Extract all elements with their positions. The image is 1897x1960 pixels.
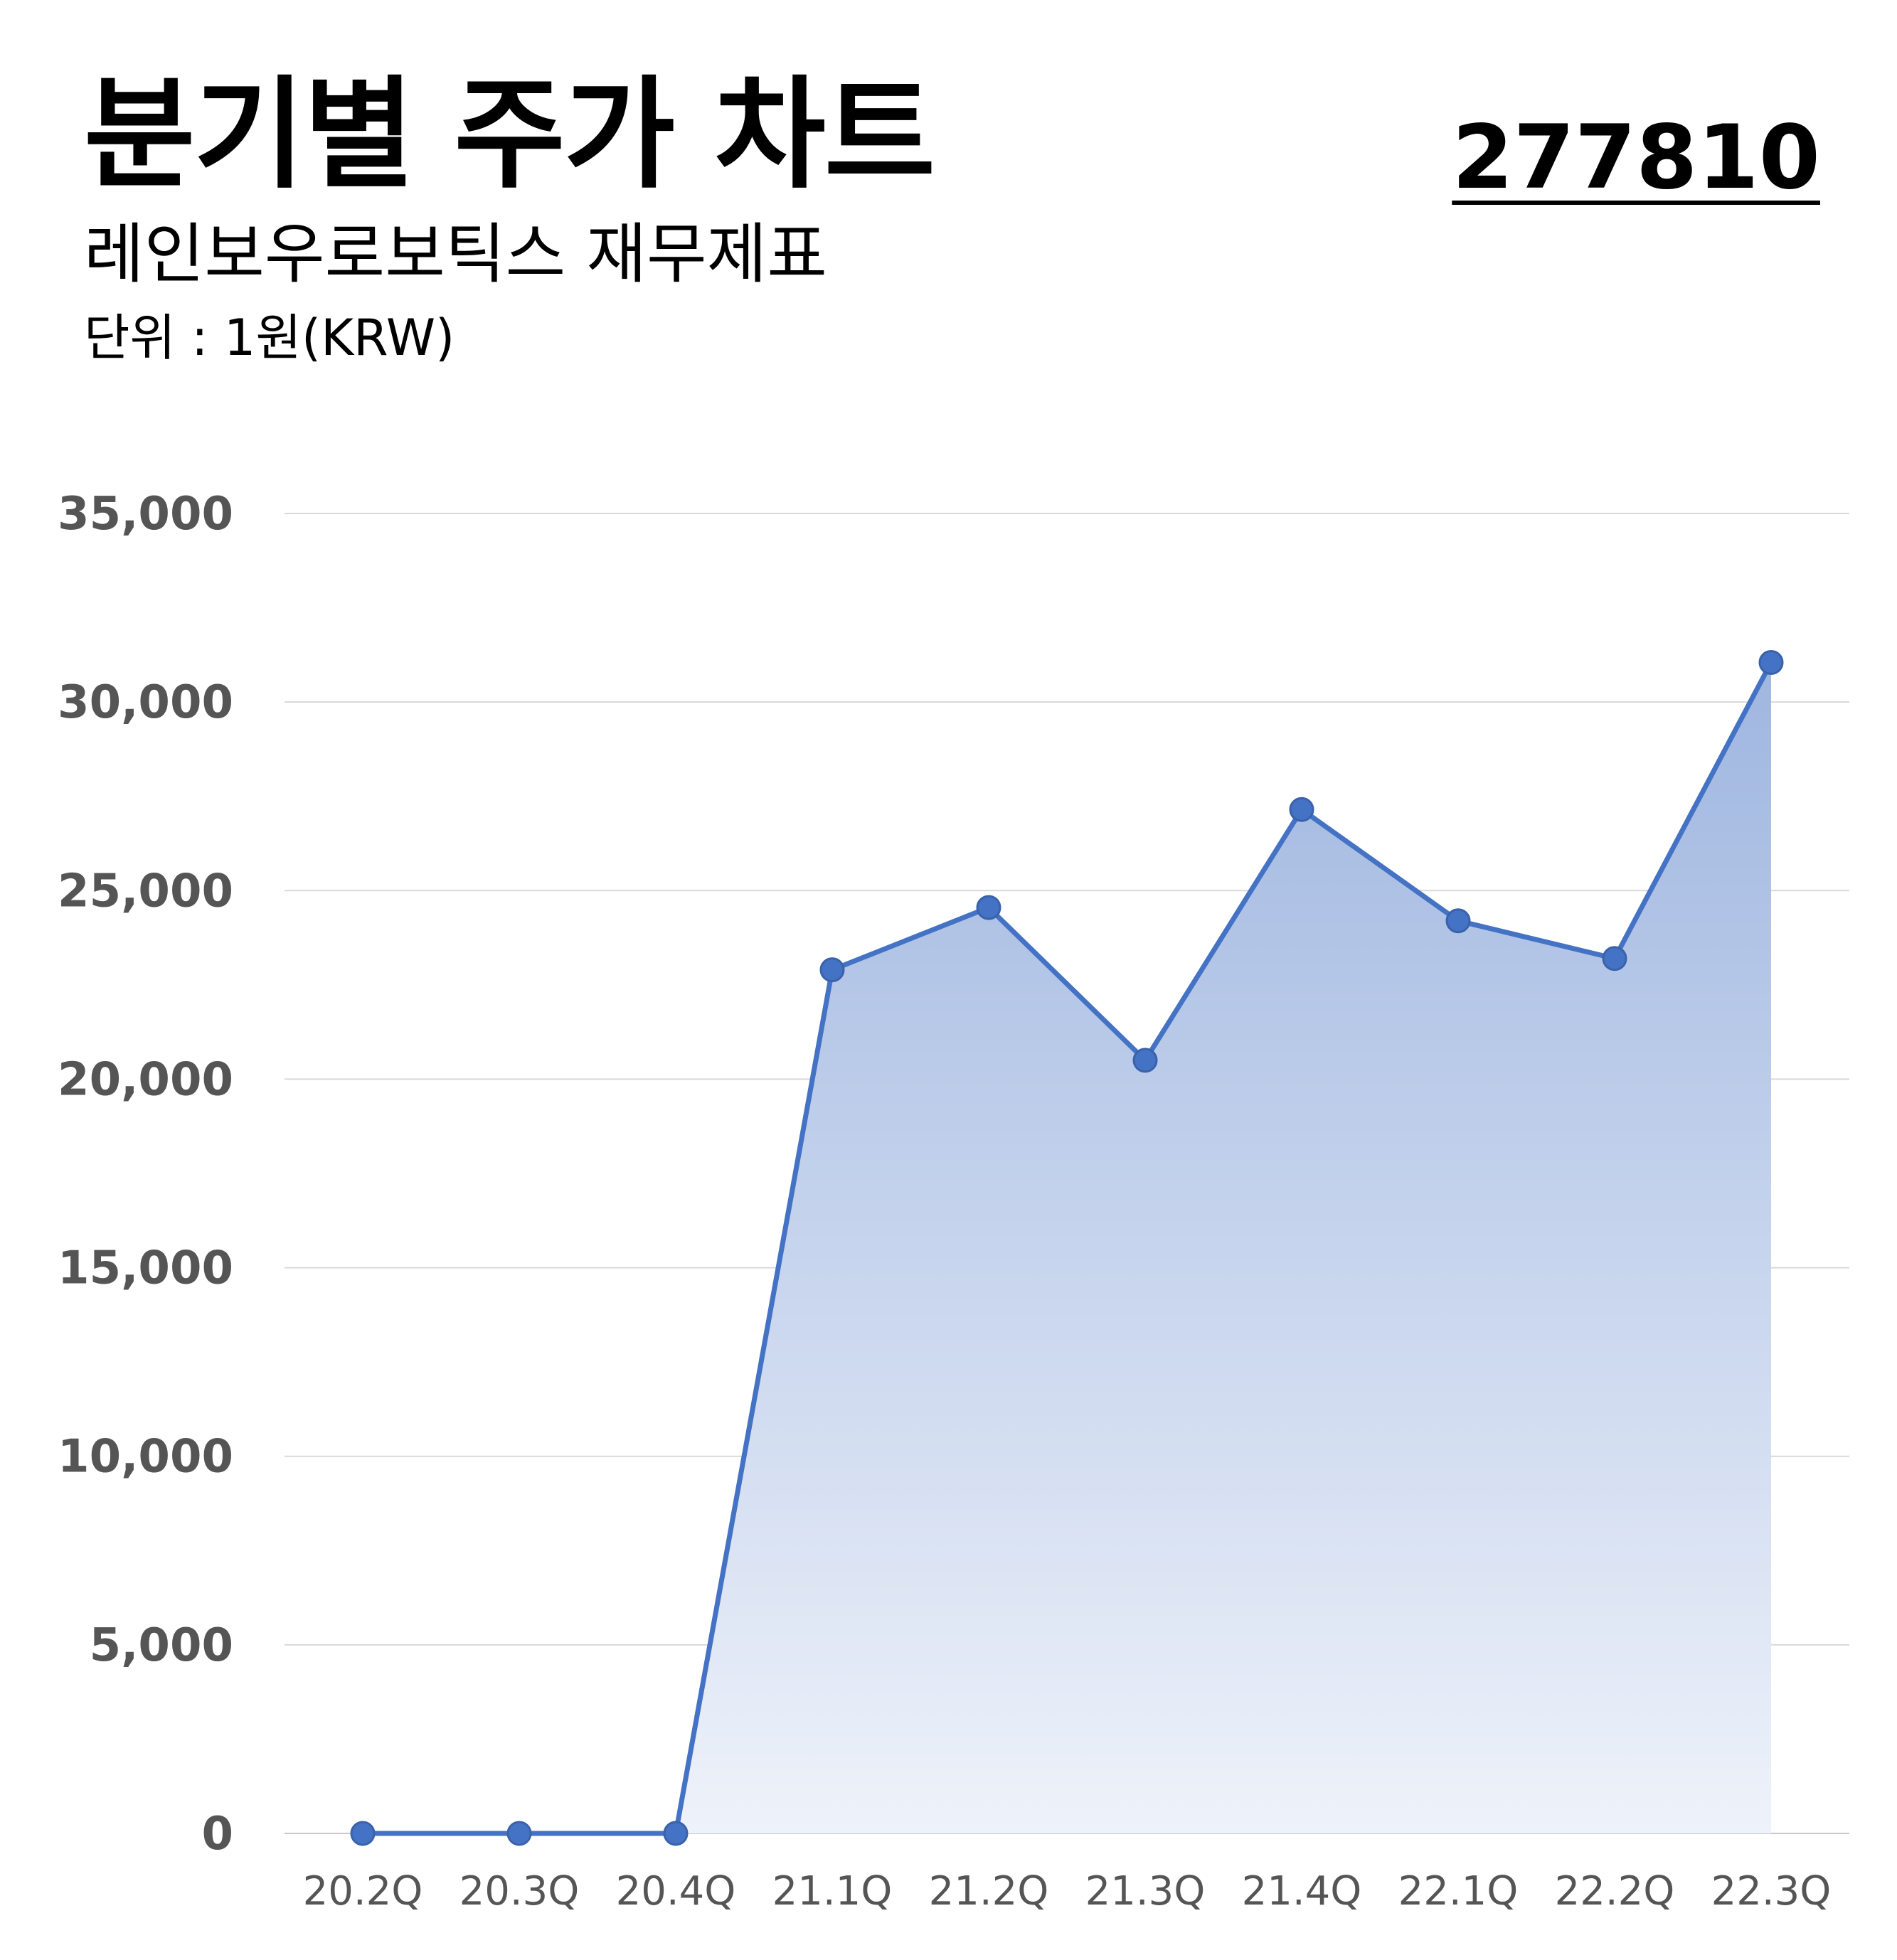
y-tick-label: 30,000 [58,676,233,729]
area-shape [363,662,1771,1833]
area-fill [363,662,1771,1833]
data-point [1132,1048,1158,1073]
data-points [350,649,1784,1846]
data-point [976,895,1001,920]
data-point [663,1821,689,1846]
x-tick-label: 20.2Q [303,1868,423,1914]
y-tick-label: 10,000 [58,1431,233,1484]
y-tick-label: 15,000 [58,1242,233,1295]
stock-code: 277810 [1452,107,1820,209]
y-axis-tick-labels: 0 5,000 10,000 15,000 20,000 25,000 30,000 35,0… [58,488,233,1860]
y-tick-label: 20,000 [58,1053,233,1106]
data-point [1289,797,1314,822]
series-line [360,659,1774,1836]
line-path [360,659,1774,1836]
x-tick-label: 22.3Q [1711,1868,1832,1914]
chart-title: 분기별 주가 차트 [84,65,935,206]
x-axis-tick-labels: 20.2Q 20.3Q 20.4Q 21.1Q 21.2Q 21.3Q 21.4Q 22.1Q… [303,1868,1832,1914]
x-tick-label: 22.2Q [1555,1868,1675,1914]
x-tick-label: 20.4Q [616,1868,736,1914]
x-tick-label: 22.1Q [1398,1868,1519,1914]
data-point [1602,946,1627,971]
x-tick-label: 21.3Q [1085,1868,1206,1914]
x-tick-label: 21.1Q [772,1868,893,1914]
x-tick-label: 21.4Q [1242,1868,1362,1914]
data-point [506,1821,532,1846]
y-tick-label: 35,000 [58,488,233,540]
data-point [350,1821,376,1846]
data-point [819,957,845,983]
y-tick-label: 0 [201,1808,233,1860]
x-tick-label: 20.3Q [459,1868,580,1914]
chart-subtitle: 레인보우로보틱스 재무제표 [84,216,827,292]
data-point [1445,908,1471,934]
data-point [1758,649,1784,675]
y-tick-label: 25,000 [58,865,233,917]
x-tick-label: 21.2Q [929,1868,1049,1914]
y-tick-label: 5,000 [90,1619,233,1672]
unit-label: 단위 : 1원(KRW) [84,309,455,367]
